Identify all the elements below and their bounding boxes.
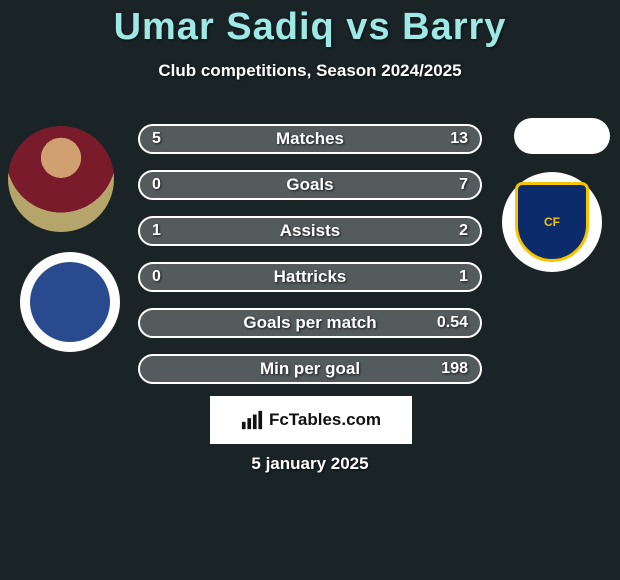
stat-right-value: 1 [459, 268, 468, 286]
stat-row: Min per goal 198 [138, 354, 482, 384]
player2-club-badge: CF [502, 172, 602, 272]
stat-label: Min per goal [140, 359, 480, 379]
player1-avatar [8, 126, 114, 232]
stat-label: Matches [140, 129, 480, 149]
stats-panel: 5 Matches 13 0 Goals 7 1 Assists 2 0 Hat… [138, 124, 482, 400]
stat-row: Goals per match 0.54 [138, 308, 482, 338]
stat-right-value: 13 [450, 130, 468, 148]
stat-right-value: 0.54 [437, 314, 468, 332]
stat-label: Hattricks [140, 267, 480, 287]
stat-right-value: 198 [441, 360, 468, 378]
page-title: Umar Sadiq vs Barry [0, 0, 620, 49]
stat-left-value: 0 [152, 176, 161, 194]
stat-left-value: 0 [152, 268, 161, 286]
stat-row: 0 Goals 7 [138, 170, 482, 200]
brand-badge[interactable]: FcTables.com [210, 396, 412, 444]
bar-chart-icon [241, 410, 263, 430]
player1-club-badge [20, 252, 120, 352]
player2-avatar [514, 118, 610, 154]
stat-row: 0 Hattricks 1 [138, 262, 482, 292]
brand-text: FcTables.com [269, 410, 381, 430]
stat-right-value: 7 [459, 176, 468, 194]
stat-right-value: 2 [459, 222, 468, 240]
stat-left-value: 1 [152, 222, 161, 240]
stat-left-value: 5 [152, 130, 161, 148]
date-label: 5 january 2025 [0, 454, 620, 474]
stat-label: Assists [140, 221, 480, 241]
stat-row: 1 Assists 2 [138, 216, 482, 246]
subtitle: Club competitions, Season 2024/2025 [0, 61, 620, 81]
stat-label: Goals [140, 175, 480, 195]
club1-crest [30, 262, 110, 342]
club2-crest: CF [515, 182, 589, 262]
stat-row: 5 Matches 13 [138, 124, 482, 154]
stat-label: Goals per match [140, 313, 480, 333]
